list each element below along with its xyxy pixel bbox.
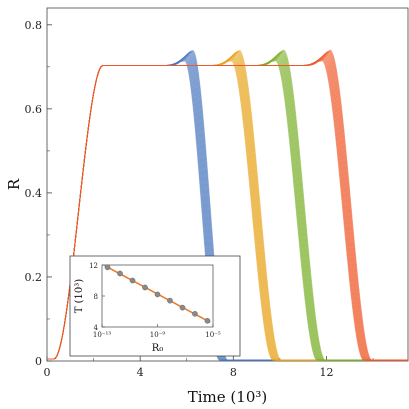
x-tick-label: 0 [44, 366, 51, 379]
inset-point [104, 264, 111, 271]
y-tick-label: 0.8 [25, 19, 43, 32]
inset-point [142, 284, 148, 291]
series-3-trace [47, 49, 408, 361]
x-tick-label: 12 [319, 366, 333, 379]
y-tick-label: 0.2 [25, 271, 43, 284]
inset-point [204, 317, 211, 324]
y-axis-title: R [5, 178, 23, 190]
inset-point [167, 297, 173, 304]
inset-point [154, 291, 161, 298]
main-plot: 0 4 8 12 0 0.2 0.4 0.6 0.8 Time (10³) R [5, 7, 409, 406]
series-3 [47, 49, 408, 361]
inset-y-tick-label: 4 [94, 324, 99, 332]
inset-y-tick-label: 12 [89, 262, 98, 270]
y-tick-label: 0.6 [25, 103, 43, 116]
inset-point [129, 277, 136, 284]
inset-point [179, 304, 186, 311]
x-tick-label: 8 [230, 366, 237, 379]
inset-x-tick-label: 10⁻⁵ [205, 331, 221, 339]
x-tick-label: 4 [137, 366, 144, 379]
inset-x-tick-label: 10⁻¹³ [93, 331, 111, 339]
plot-frame [46, 7, 409, 362]
inset-point [117, 270, 123, 277]
inset-x-tick-label: 10⁻⁹ [150, 331, 166, 339]
inset-frame [69, 255, 241, 357]
x-axis-title: Time (10³) [188, 388, 267, 406]
inset-plot: 10⁻¹³ 10⁻⁹ 10⁻⁵ 4 8 12 R₀ T (10³) [69, 255, 241, 357]
y-tick-label: 0.4 [25, 187, 43, 200]
inset-y-axis-title: T (10³) [74, 279, 85, 313]
y-tick-label: 0 [35, 355, 42, 368]
inset-point [192, 311, 198, 317]
inset-x-axis-title: R₀ [152, 343, 164, 354]
inset-y-tick-label: 8 [94, 293, 98, 301]
